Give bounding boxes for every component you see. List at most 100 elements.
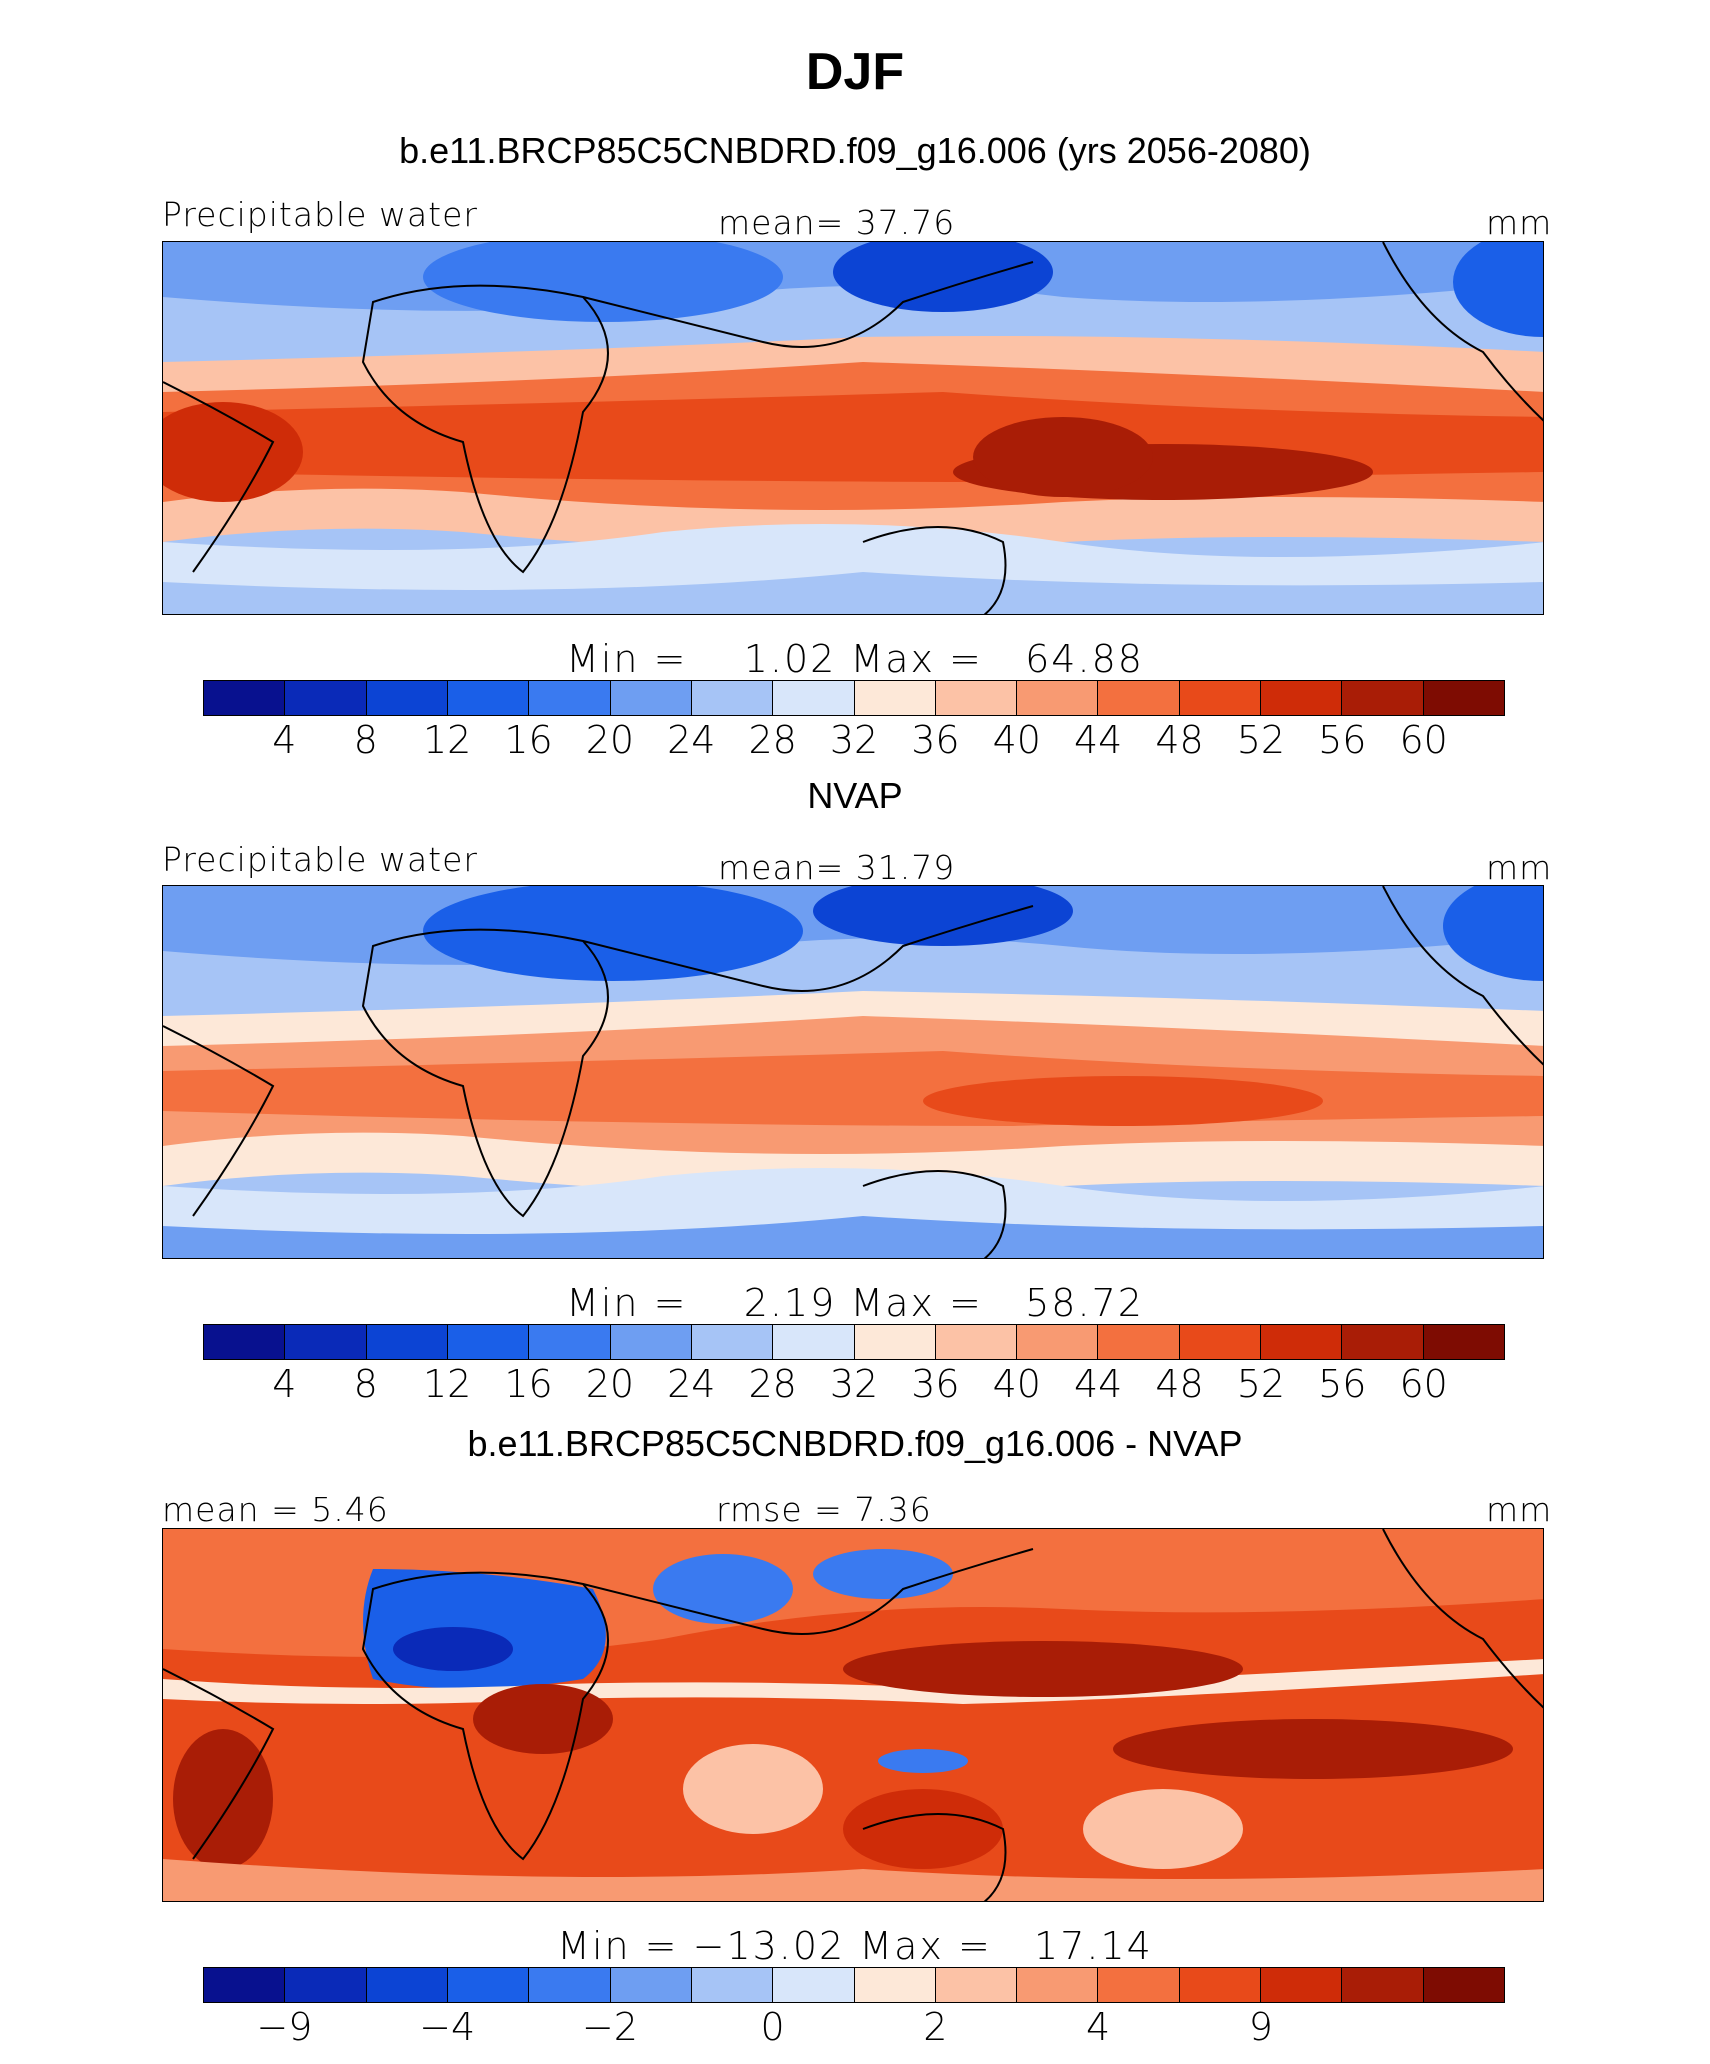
colorbar-swatch (610, 1325, 692, 1359)
colorbar-tick-label: −4 (419, 2005, 476, 2049)
colorbar-tick-label: 4 (1086, 2005, 1111, 2049)
colorbar-swatch (1017, 681, 1099, 715)
colorbar-swatch (285, 681, 367, 715)
colorbar-swatch (366, 681, 448, 715)
colorbar-swatch (1098, 1968, 1180, 2002)
colorbar-tick-label: 4 (272, 1362, 297, 1406)
colorbar-swatch (204, 1968, 286, 2002)
colorbar-swatch (1423, 1325, 1504, 1359)
colorbar-swatch (691, 1968, 774, 2002)
panel-2-colorbar-ticks: 4 8 12 16 20 24 28 32 36 40 44 48 52 56 60 (203, 1362, 1505, 1406)
colorbar-tick-label: 40 (992, 718, 1041, 762)
colorbar-tick-label: 12 (422, 1362, 472, 1406)
colorbar-tick-label: 32 (829, 718, 879, 762)
colorbar-swatch (285, 1968, 367, 2002)
colorbar-tick-label: 36 (911, 718, 960, 762)
panel-1-colorbar-ticks: 4 8 12 16 20 24 28 32 36 40 44 48 52 56 60 (203, 718, 1505, 762)
colorbar-swatch (1423, 1968, 1504, 2002)
colorbar-tick-label: 20 (585, 1362, 635, 1406)
panel-1-left-label: Precipitable water (162, 195, 478, 234)
panel-3-mean-label: mean = 5.46 (162, 1490, 389, 1529)
panel-2-map-plot (163, 886, 1543, 1258)
colorbar-swatch (447, 1968, 530, 2002)
colorbar-swatch (366, 1325, 448, 1359)
colorbar-tick-label: 2 (923, 2005, 948, 2049)
panel-3-minmax: Min = −13.02 Max = 17.14 (557, 1924, 1153, 1968)
colorbar-tick-label: 20 (585, 718, 635, 762)
colorbar-swatch (1342, 1968, 1424, 2002)
colorbar-tick-label: 16 (504, 1362, 553, 1406)
colorbar-tick-label: 48 (1155, 1362, 1204, 1406)
colorbar-tick-label: 28 (748, 1362, 797, 1406)
colorbar-tick-label: 24 (667, 1362, 716, 1406)
panel-2-map (162, 885, 1544, 1259)
colorbar-tick-label: 44 (1073, 718, 1123, 762)
colorbar-swatch (935, 1325, 1018, 1359)
panel-1-map-plot (163, 242, 1543, 614)
panel-3-units-label: mm (1486, 1490, 1553, 1529)
colorbar-swatch (1017, 1968, 1099, 2002)
colorbar-swatch (1179, 1325, 1262, 1359)
panel-3-map (162, 1528, 1544, 1902)
colorbar-swatch (854, 1968, 936, 2002)
colorbar-tick-label: 24 (667, 718, 716, 762)
colorbar-tick-label: 9 (1248, 2005, 1273, 2049)
colorbar-swatch (691, 681, 774, 715)
panel-3-colorbar (203, 1967, 1505, 2003)
colorbar-tick-label: 16 (504, 718, 553, 762)
colorbar-swatch (204, 1325, 286, 1359)
colorbar-tick-label: 28 (748, 718, 797, 762)
colorbar-swatch (773, 1325, 855, 1359)
panel-1-units-label: mm (1486, 203, 1553, 242)
colorbar-tick-label: 40 (992, 1362, 1041, 1406)
colorbar-tick-label: 36 (911, 1362, 960, 1406)
colorbar-tick-label: 52 (1236, 718, 1286, 762)
panel-3-rmse-label: rmse = 7.36 (716, 1490, 932, 1529)
colorbar-swatch (773, 1968, 855, 2002)
colorbar-tick-label: 48 (1155, 718, 1204, 762)
colorbar-swatch (529, 681, 611, 715)
colorbar-swatch (285, 1325, 367, 1359)
colorbar-swatch (773, 681, 855, 715)
figure-title: DJF (805, 43, 905, 101)
colorbar-swatch (610, 1968, 692, 2002)
colorbar-swatch (935, 1968, 1018, 2002)
colorbar-swatch (1342, 681, 1424, 715)
colorbar-swatch (1179, 681, 1262, 715)
colorbar-swatch (935, 681, 1018, 715)
colorbar-swatch (447, 1325, 530, 1359)
colorbar-swatch (854, 681, 936, 715)
panel-1-minmax: Min = 1.02 Max = 64.88 (566, 637, 1144, 681)
panel-2-left-label: Precipitable water (162, 840, 478, 879)
colorbar-tick-label: 32 (829, 1362, 879, 1406)
colorbar-swatch (204, 681, 286, 715)
panel-2-title: NVAP (807, 775, 903, 816)
colorbar-swatch (1261, 1325, 1343, 1359)
colorbar-swatch (1098, 681, 1180, 715)
panel-2-minmax: Min = 2.19 Max = 58.72 (566, 1281, 1144, 1325)
panel-2-mean-label: mean= 31.79 (718, 848, 956, 887)
colorbar-swatch (1017, 1325, 1099, 1359)
panel-1-title: b.e11.BRCP85C5CNBDRD.f09_g16.006 (yrs 20… (399, 130, 1311, 171)
panel-1-mean-label: mean= 37.76 (718, 203, 956, 242)
colorbar-swatch (610, 681, 692, 715)
colorbar-swatch (1342, 1325, 1424, 1359)
colorbar-tick-label: 60 (1399, 718, 1448, 762)
colorbar-swatch (1423, 681, 1504, 715)
colorbar-tick-label: −2 (581, 2005, 638, 2049)
colorbar-swatch (1261, 681, 1343, 715)
panel-2-colorbar (203, 1324, 1505, 1360)
colorbar-swatch (529, 1325, 611, 1359)
colorbar-swatch (366, 1968, 448, 2002)
colorbar-tick-label: 56 (1318, 1362, 1367, 1406)
colorbar-swatch (1261, 1968, 1343, 2002)
colorbar-swatch (1098, 1325, 1180, 1359)
colorbar-swatch (854, 1325, 936, 1359)
panel-3-title: b.e11.BRCP85C5CNBDRD.f09_g16.006 - NVAP (467, 1423, 1243, 1464)
colorbar-tick-label: 60 (1399, 1362, 1448, 1406)
colorbar-tick-label: 0 (760, 2005, 785, 2049)
colorbar-tick-label: 8 (353, 718, 378, 762)
panel-3-colorbar-ticks: −9 −4 −2 0 2 4 9 (203, 2005, 1505, 2049)
panel-2-units-label: mm (1486, 848, 1553, 887)
colorbar-swatch (447, 681, 530, 715)
